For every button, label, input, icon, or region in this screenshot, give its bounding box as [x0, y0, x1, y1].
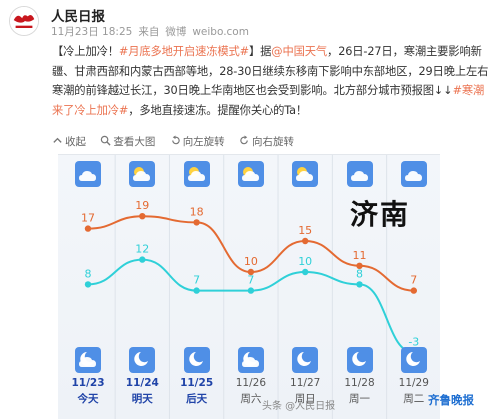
people-daily-logo-icon: [10, 7, 38, 35]
collapse-label: 收起: [65, 136, 86, 148]
date-label: 11/28: [344, 377, 375, 389]
watermark-right: 齐鲁晚报: [428, 393, 474, 407]
sun-cloud-icon: [129, 161, 156, 187]
source-name[interactable]: 微博: [165, 26, 187, 38]
cloudy-icon: [75, 161, 101, 187]
sun-cloud-icon: [183, 161, 210, 187]
date-label: 11/23: [71, 377, 105, 389]
weekday-label: 后天: [186, 393, 208, 405]
sun-cloud-icon: [237, 161, 264, 187]
low-temp-point: [356, 281, 363, 288]
view-large-label: 查看大图: [113, 136, 156, 148]
high-temp-label: 7: [410, 274, 417, 287]
low-temp-label: -3: [408, 336, 419, 349]
moon-cloud-icon: [237, 347, 264, 373]
hashtag-link[interactable]: #月底多地开启速冻模式#: [118, 45, 249, 58]
low-temp-label: 7: [247, 274, 254, 287]
high-temp-label: 19: [135, 199, 149, 212]
weekday-label: 周一: [349, 393, 370, 405]
collapse-button[interactable]: 收起: [52, 134, 86, 149]
text-mid: 】据: [249, 45, 272, 58]
rotate-right-label: 向右旋转: [252, 136, 295, 148]
high-temp-label: 10: [244, 255, 258, 268]
high-temp-point: [302, 237, 309, 245]
moon-icon: [292, 347, 319, 373]
rotate-right-button[interactable]: 向右旋转: [239, 134, 294, 149]
city-name: 济南: [350, 198, 411, 231]
date-label: 11/24: [125, 377, 159, 389]
text-prefix: 【冷上加冷！: [52, 45, 119, 58]
moon-icon: [346, 347, 373, 373]
post-header: 人民日报 11月23日 18:25 来自 微博 weibo.com: [0, 0, 499, 40]
rotate-left-button[interactable]: 向左旋转: [170, 134, 225, 149]
weekday-label: 周六: [240, 393, 262, 405]
image-toolbar: 收起 查看大图 向左旋转 向右旋转: [52, 134, 305, 150]
low-temp-point: [193, 287, 200, 294]
low-temp-label: 7: [193, 274, 200, 287]
post-text: 【冷上加冷！#月底多地开启速冻模式#】据@中国天气，26日-27日，寒潮主要影响…: [52, 42, 490, 120]
moon-icon: [129, 347, 156, 373]
low-temp-point: [247, 287, 255, 294]
low-temp-label: 8: [85, 267, 92, 280]
weekday-label: 周二: [403, 393, 425, 405]
text-body: ，26日-27日，寒潮主要影响新疆、甘肃西部和内蒙古西部等地，28-30日继续东…: [52, 45, 489, 97]
rotate-right-icon: [240, 135, 248, 145]
watermark-left: 头条 @人民日报: [262, 401, 336, 412]
high-temp-point: [84, 225, 92, 232]
date-label: 11/29: [398, 377, 429, 389]
author-name[interactable]: 人民日报: [51, 9, 105, 25]
high-temp-label: 18: [190, 205, 204, 218]
text-end: ，多地直接速冻。提醒你关心的Ta！: [128, 103, 308, 117]
site-label: weibo.com: [192, 26, 249, 38]
post-time[interactable]: 11月23日 18:25: [51, 26, 133, 38]
moon-icon: [400, 347, 427, 373]
date-label: 11/25: [180, 377, 214, 389]
high-temp-point: [247, 268, 255, 276]
high-temp-label: 11: [353, 249, 367, 262]
sun-cloud-icon: [292, 161, 319, 187]
cloud-icon: [400, 161, 427, 187]
weekday-label: 周日: [294, 393, 316, 405]
collapse-icon: [53, 137, 62, 143]
cloud-icon: [346, 161, 373, 187]
low-temp-point: [139, 256, 146, 263]
low-temp-label: 8: [356, 267, 363, 280]
post-meta: 11月23日 18:25 来自 微博 weibo.com: [51, 24, 255, 39]
moon-cloud-icon: [75, 347, 101, 373]
high-temp-point: [139, 213, 146, 220]
high-temp-label: 17: [81, 212, 95, 225]
view-large-button[interactable]: 查看大图: [100, 134, 155, 149]
rotate-left-label: 向左旋转: [182, 136, 225, 148]
low-temp-point: [84, 281, 92, 288]
temperature-chart: 17 19 18 10 15 11 7 8 12 7 7 10 8 -3: [81, 155, 419, 419]
high-temp-point: [193, 219, 200, 226]
low-temp-point: [302, 268, 309, 276]
low-temp-label: 12: [135, 243, 149, 256]
date-label: 11/27: [290, 377, 321, 389]
forecast-image[interactable]: 17 19 18 10 15 11 7 8 12 7 7 10 8 -3 济南 11/23 今天 11/24 明…: [58, 154, 440, 419]
source-prefix: 来自: [138, 26, 160, 38]
weekday-label: 今天: [77, 393, 99, 405]
weekday-label: 明天: [131, 393, 153, 405]
hashtag-link-2[interactable]: #寒潮来了冷上加冷#: [52, 84, 485, 117]
zoom-icon: [101, 135, 111, 146]
date-label: 11/26: [235, 377, 267, 389]
moon-icon: [183, 347, 210, 373]
avatar[interactable]: [9, 6, 39, 36]
mention-link[interactable]: @中国天气: [271, 45, 328, 58]
high-temp-point: [410, 287, 417, 294]
high-temp-label: 15: [298, 224, 312, 237]
rotate-left-icon: [171, 135, 180, 145]
low-temp-label: 10: [298, 255, 312, 268]
high-temp-point: [356, 262, 363, 269]
